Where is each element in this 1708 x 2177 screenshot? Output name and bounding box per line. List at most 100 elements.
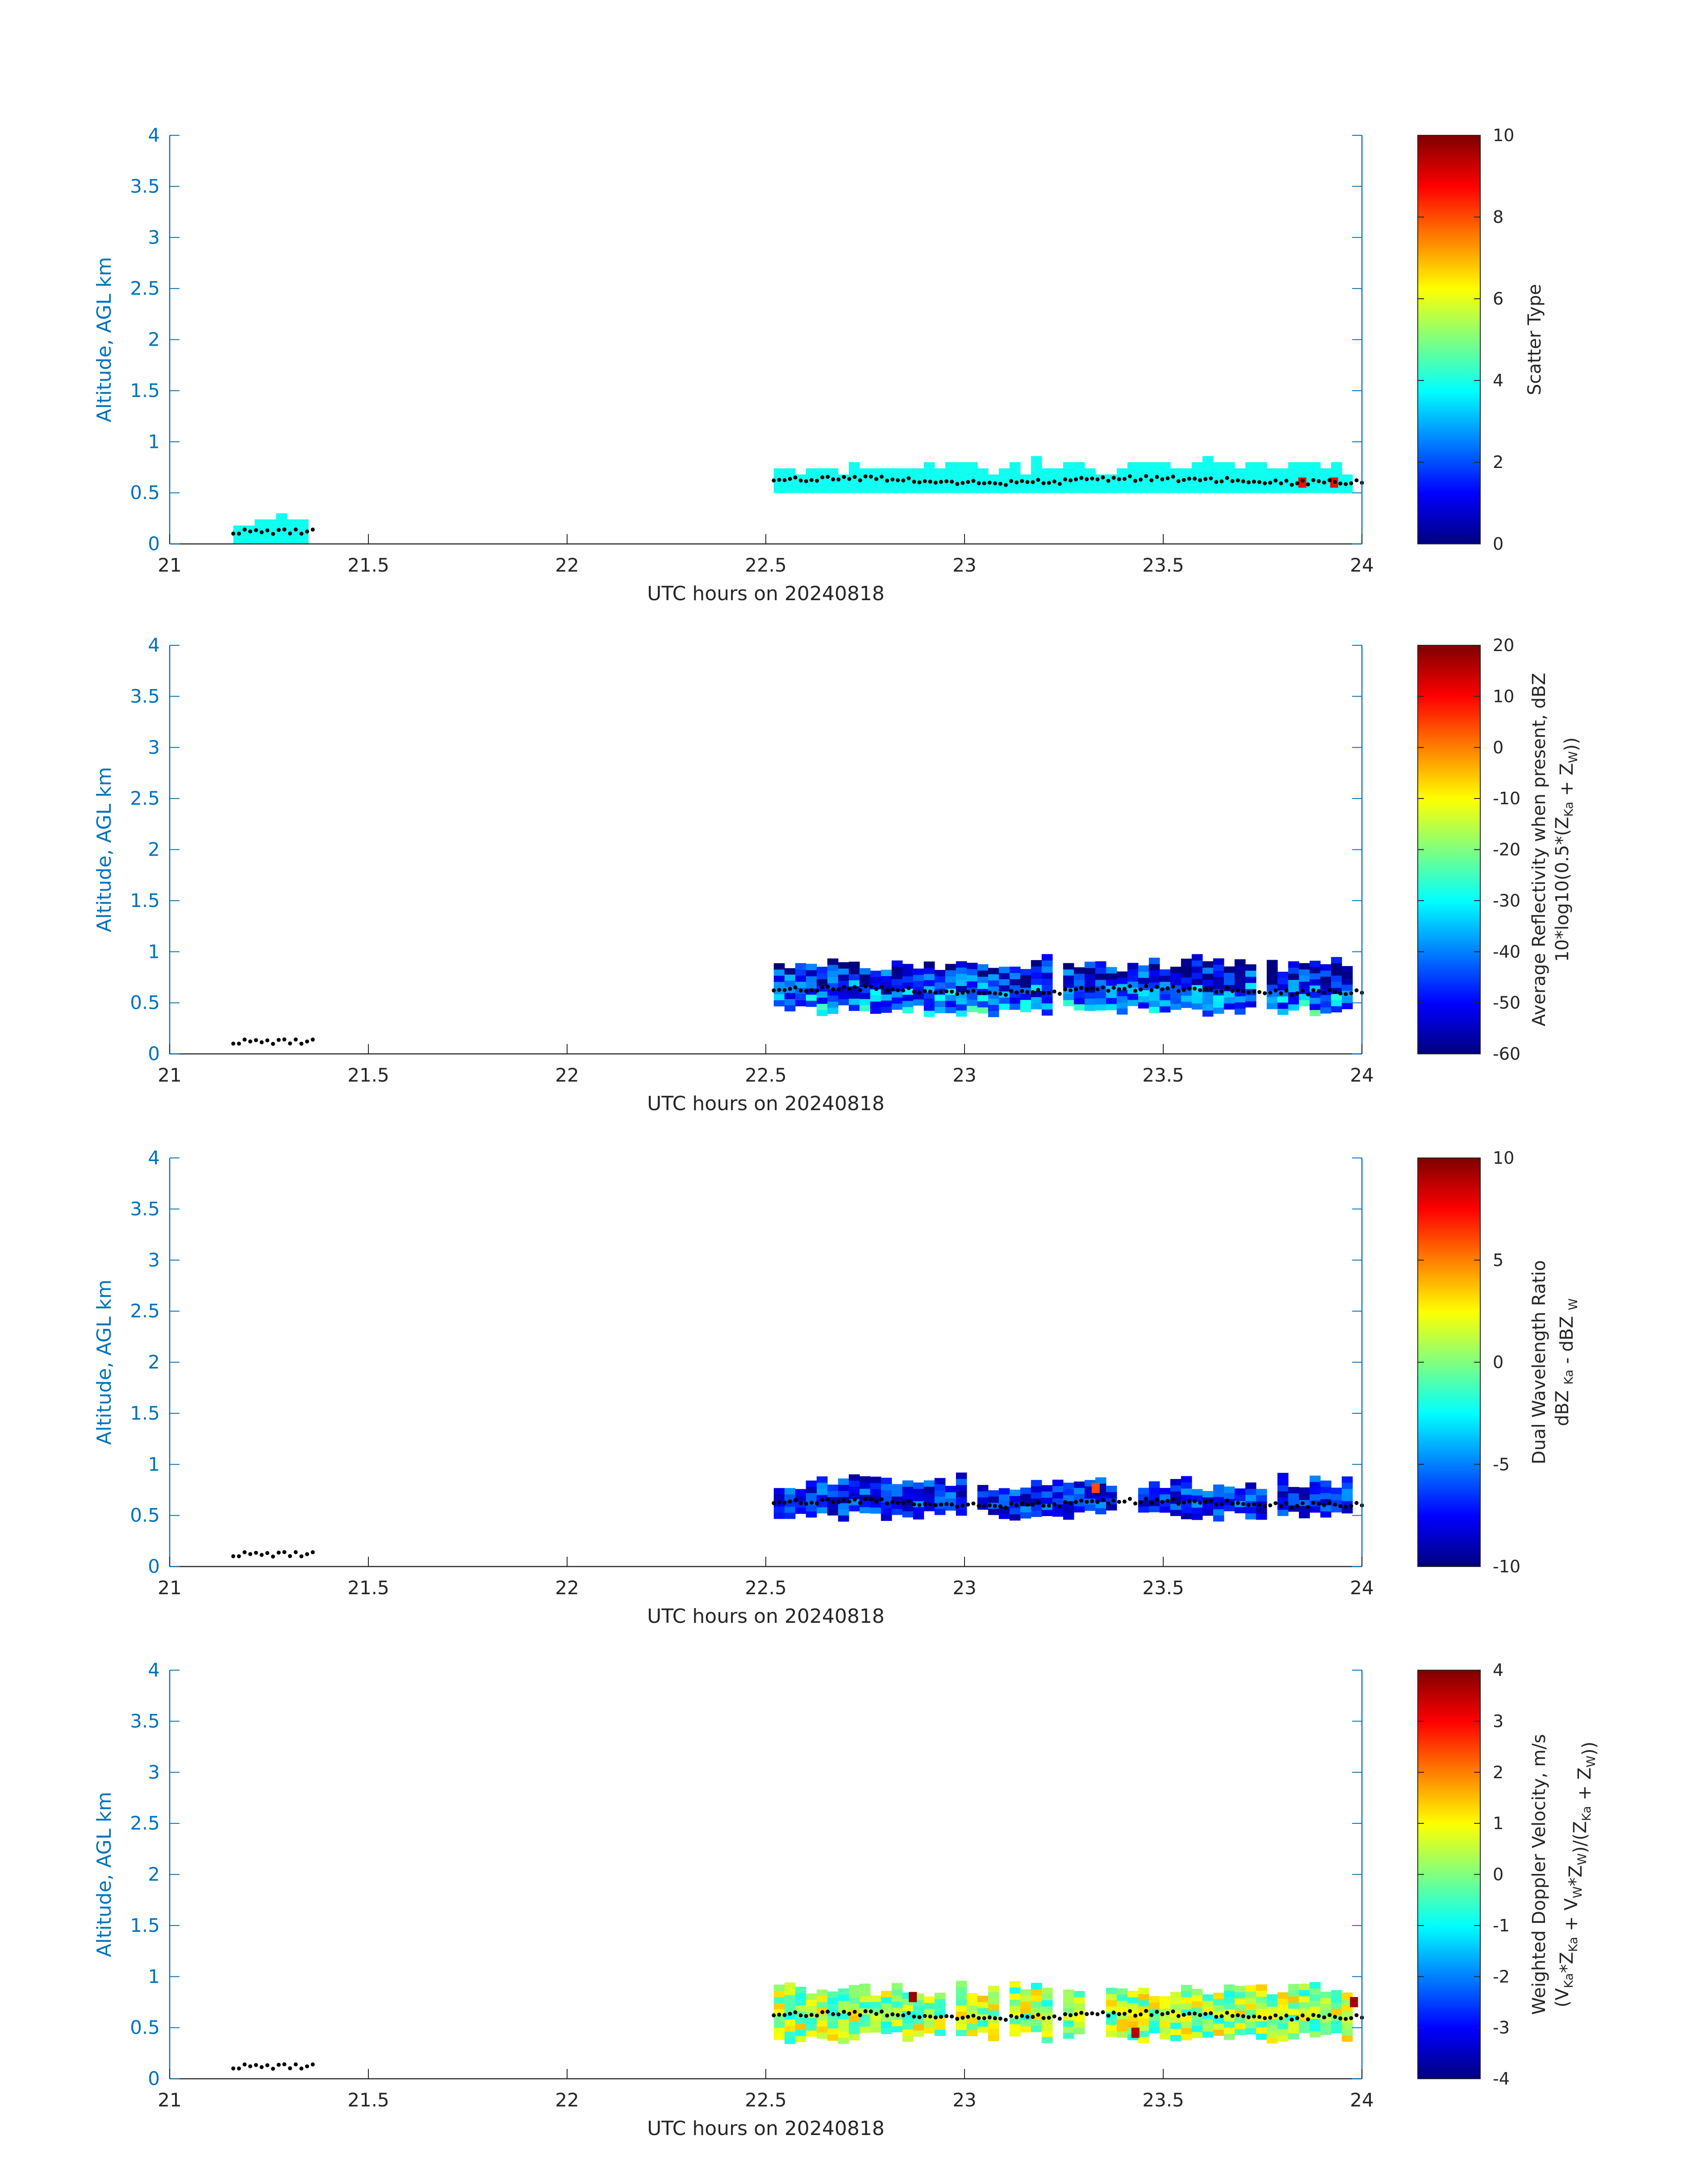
- colorbar-segment: [1418, 898, 1480, 901]
- colorbar-segment: [1418, 1970, 1480, 1973]
- colorbar-segment: [1418, 2050, 1480, 2053]
- cloud-base-dot: [831, 477, 835, 481]
- heatmap-cell: [1309, 1506, 1321, 1513]
- colorbar-segment: [1418, 1688, 1480, 1691]
- heatmap-cell: [1213, 486, 1224, 493]
- heatmap-cell: [956, 1497, 967, 1504]
- colorbar-segment: [1418, 390, 1480, 393]
- heatmap-cell: [977, 1485, 989, 1492]
- colorbar-segment: [1418, 1472, 1480, 1475]
- heatmap-cell: [773, 1991, 785, 1997]
- heatmap-cell: [816, 481, 828, 487]
- cloud-base-dot: [1009, 989, 1013, 993]
- heatmap-cell: [1234, 2022, 1246, 2029]
- cloud-base-dot: [847, 2012, 852, 2016]
- heatmap-cell: [1288, 468, 1299, 475]
- colorbar-segment: [1418, 731, 1480, 734]
- heatmap-cell: [1084, 1504, 1096, 1511]
- heatmap-cell: [870, 1476, 881, 1483]
- heatmap-cell: [1020, 2007, 1031, 2014]
- cloud-base-dots: [231, 984, 1364, 1046]
- heatmap-cell: [934, 468, 946, 475]
- heatmap-cell: [1224, 1997, 1235, 2003]
- heatmap-cell: [966, 993, 978, 1000]
- heatmap-cell: [1073, 1488, 1085, 1494]
- heatmap-cell: [902, 486, 914, 493]
- heatmap-cell: [1009, 1514, 1021, 1521]
- colorbar-segment: [1418, 333, 1480, 336]
- colorbar-segment: [1418, 1743, 1480, 1747]
- cloud-base-dot: [1187, 986, 1191, 991]
- colorbar-segment: [1418, 409, 1480, 412]
- heatmap-cell: [859, 468, 871, 475]
- cloud-base-dot: [777, 478, 781, 482]
- cloud-base-dot: [1079, 1498, 1084, 1503]
- heatmap-cell: [1299, 981, 1310, 988]
- colorbar-segment: [1418, 1427, 1480, 1430]
- heatmap-cell: [827, 995, 839, 1002]
- heatmap-cell: [1213, 462, 1224, 469]
- cloud-base-dot: [852, 2010, 857, 2014]
- cloud-base-dot: [890, 987, 895, 992]
- cloud-base-dot: [305, 2064, 309, 2068]
- heatmap-cell: [1191, 954, 1203, 961]
- heatmap-cell: [1116, 1008, 1128, 1015]
- colorbar-segment: [1418, 1974, 1480, 1977]
- cloud-base-dot: [1311, 478, 1315, 482]
- colorbar-segment: [1418, 1950, 1480, 1953]
- heatmap-cell: [1181, 2015, 1192, 2022]
- heatmap-cell: [934, 976, 946, 982]
- colorbar-segment: [1418, 319, 1480, 322]
- cloud-base-dot: [1160, 477, 1165, 481]
- heatmap-cell: [773, 1985, 785, 1991]
- cloud-base-dot: [305, 1039, 309, 1044]
- heatmap-cell: [1084, 992, 1096, 999]
- cloud-base-dot: [842, 475, 846, 479]
- colorbar-segment: [1418, 1838, 1480, 1840]
- heatmap-cell: [1063, 1483, 1074, 1489]
- colorbar-segment: [1418, 2068, 1480, 2071]
- heatmap-cell: [1213, 1993, 1224, 1999]
- heatmap-cell: [1213, 970, 1224, 977]
- colorbar-segment: [1418, 1184, 1480, 1187]
- cloud-base-dot: [254, 2063, 258, 2067]
- heatmap-cell: [1245, 2003, 1257, 2010]
- colorbar-segment: [1418, 456, 1480, 459]
- colorbar-segment: [1418, 538, 1480, 540]
- heatmap-cell: [784, 1488, 796, 1495]
- colorbar-segment: [1418, 1440, 1480, 1442]
- cloud-base-dot: [1003, 993, 1008, 997]
- heatmap-cell: [1031, 1492, 1042, 1499]
- heatmap-cell: [881, 2021, 892, 2028]
- colorbar-segment: [1418, 229, 1480, 232]
- heatmap-cell: [966, 2018, 978, 2024]
- colorbar-segment: [1418, 1860, 1480, 1863]
- heatmap-cell: [1063, 999, 1074, 1007]
- heatmap-cell: [923, 474, 935, 481]
- colorbar-segment: [1418, 235, 1480, 238]
- heatmap-cell: [956, 1485, 967, 1492]
- colorbar-segment: [1418, 1401, 1480, 1404]
- heatmap-cell: [838, 1509, 849, 1516]
- heatmap-cell: [1341, 996, 1353, 1003]
- heatmap-cell: [827, 977, 839, 983]
- heatmap-cell: [1159, 975, 1171, 982]
- cloud-base-dot: [1160, 2012, 1165, 2016]
- colorbar-segment: [1418, 708, 1480, 711]
- heatmap-cell: [1320, 1487, 1332, 1493]
- colorbar-segment: [1418, 2064, 1480, 2067]
- heatmap-cell: [956, 961, 967, 968]
- heatmap-cell: [1127, 1991, 1139, 1997]
- colorbar-segment: [1418, 1319, 1480, 1322]
- y-tick-label: 2.5: [130, 787, 160, 809]
- colorbar-segment: [1418, 1288, 1480, 1291]
- heatmap-cell: [806, 969, 817, 977]
- heatmap-cell: [1106, 979, 1117, 986]
- heatmap-cell: [966, 962, 978, 969]
- heatmap-cell: [881, 2015, 892, 2022]
- heatmap-cell: [848, 2034, 860, 2041]
- colorbar-segment: [1418, 1880, 1480, 1883]
- colorbar-segment: [1418, 493, 1480, 496]
